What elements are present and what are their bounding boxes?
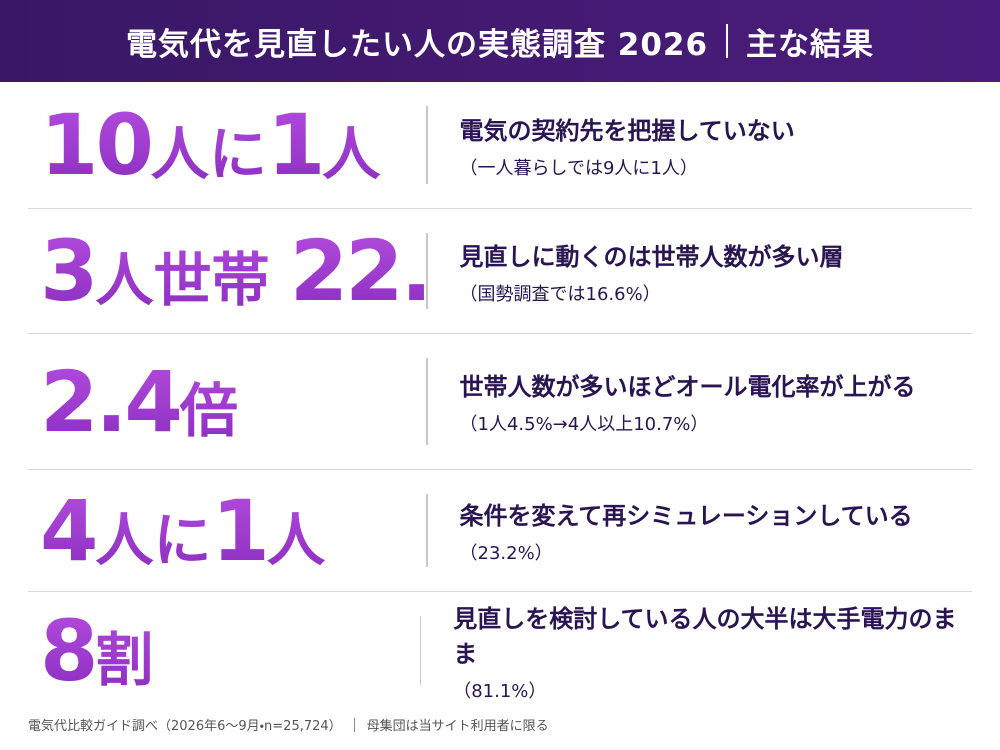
stat: 2.4倍 [28,353,426,451]
footer-note: 母集団は当サイト利用者に限る [366,719,549,734]
note: （23.2%） [459,543,553,564]
description: 電気の契約先を把握していない [459,116,795,145]
row-divider [426,358,428,445]
result-row: 4人に1人 条件を変えて再シミュレーションしている （23.2%） [28,470,972,592]
row-divider [419,616,422,685]
title-divider [726,24,729,58]
note: （1人4.5%→4人以上10.7%） [459,414,709,435]
result-row: 8割 見直しを検討している人の大半は大手電力のまま （81.1%） [28,592,972,709]
footer-divider [353,717,355,732]
result-row: 2.4倍 世帯人数が多いほどオール電化率が上がる （1人4.5%→4人以上10.7%… [28,334,972,470]
stat: 4人に1人 [28,482,426,580]
note: （一人暮らしでは9人に1人） [459,157,698,179]
description: 見直しに動くのは世帯人数が多い層 [459,242,844,271]
note: （81.1%） [453,680,547,702]
stat: 3人世帯 22.0% [28,222,426,320]
stat: 10人に1人 [28,96,426,194]
header: 電気代を見直したい人の実態調査 2026 主な結果 [0,0,1000,82]
row-divider [426,233,428,309]
row-divider [426,494,428,567]
title: 電気代を見直したい人の実態調査 2026 [125,26,709,63]
stat: 8割 [28,602,420,700]
result-row: 10人に1人 電気の契約先を把握していない （一人暮らしでは9人に1人） [28,82,972,209]
description: 世帯人数が多いほどオール電化率が上がる [459,373,916,401]
note: （国勢調査では16.6%） [459,283,661,305]
text-block: 条件を変えて再シミュレーションしている （23.2%） [460,496,913,565]
title-suffix: 主な結果 [746,26,875,63]
description: 見直しを検討している人の大半は大手電力のまま [453,604,957,668]
row-divider [426,106,428,184]
text-block: 世帯人数が多いほどオール電化率が上がる （1人4.5%→4人以上10.7%） [460,367,916,436]
text-block: 電気の契約先を把握していない （一人暮らしでは9人に1人） [460,111,795,180]
results: 10人に1人 電気の契約先を把握していない （一人暮らしでは9人に1人） 3人世帯 2… [0,82,1000,709]
result-row: 3人世帯 22.0% 見直しに動くのは世帯人数が多い層 （国勢調査では16.6%） [28,209,972,334]
text-block: 見直しに動くのは世帯人数が多い層 （国勢調査では16.6%） [460,237,844,306]
footer: 電気代比較ガイド調べ（2026年6〜9月・n=25,724） 母集団は当サイト利… [28,715,549,734]
text-block: 見直しを検討している人の大半は大手電力のまま （81.1%） [453,599,972,703]
source: 電気代比較ガイド調べ（2026年6〜9月・n=25,724） [28,719,342,734]
description: 条件を変えて再シミュレーションしている [459,502,913,530]
